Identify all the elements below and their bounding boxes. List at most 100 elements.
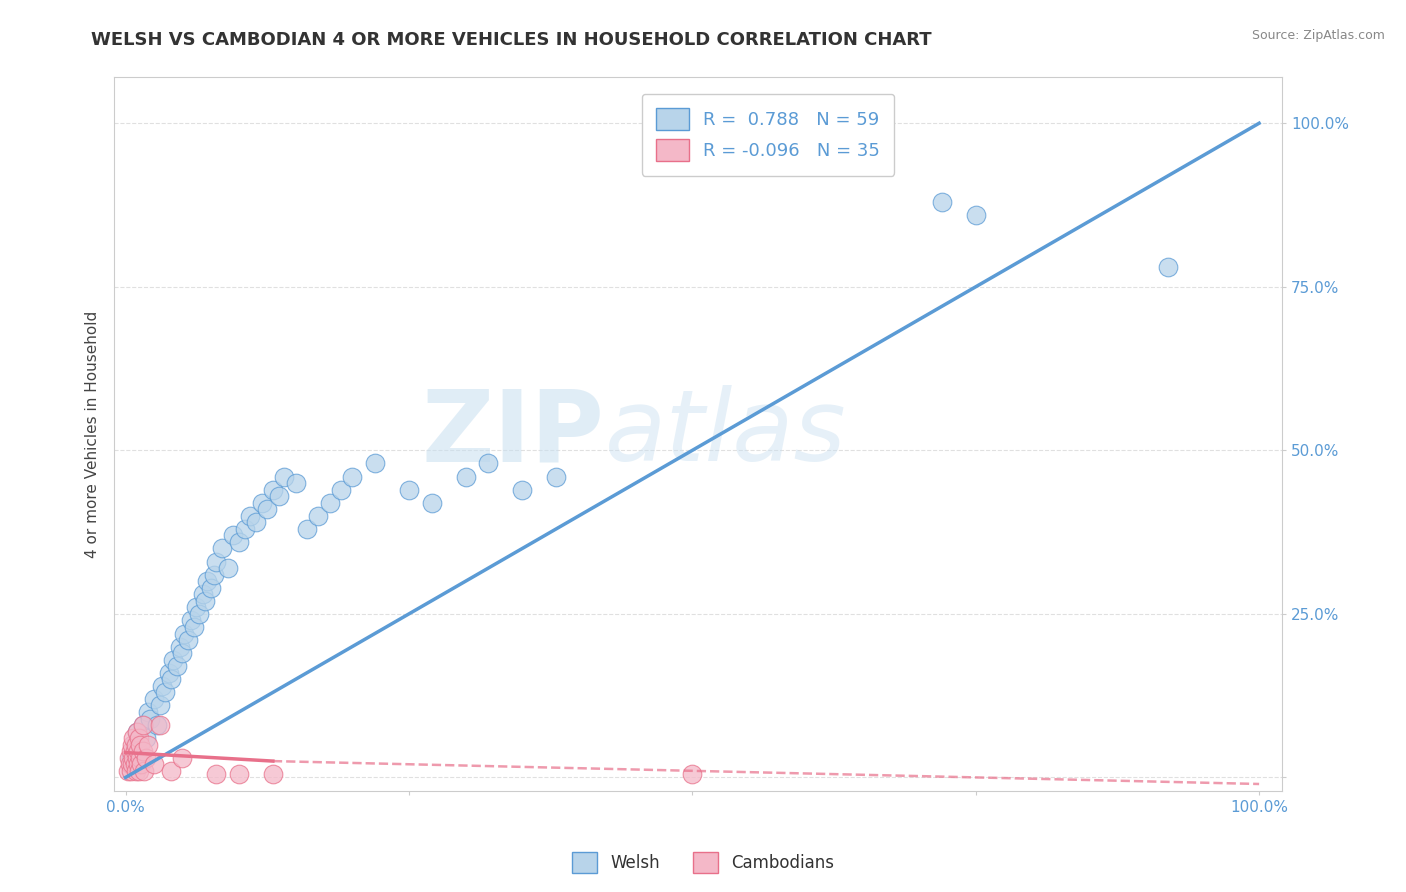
Point (135, 731, 157, 746)
Point (125, 751, 148, 765)
Point (122, 751, 145, 765)
Point (169, 640, 191, 654)
Point (262, 483, 284, 497)
Point (228, 767, 250, 781)
Point (120, 751, 142, 765)
Point (211, 541, 233, 556)
Point (200, 581, 222, 595)
Point (124, 744, 146, 758)
Point (153, 685, 176, 699)
Point (195, 574, 218, 589)
Point (131, 718, 153, 732)
Point (125, 738, 148, 752)
Point (120, 764, 142, 778)
Point (172, 751, 194, 765)
Point (188, 607, 211, 621)
Point (318, 496, 340, 510)
Point (157, 665, 180, 680)
Point (122, 731, 145, 746)
Point (284, 476, 307, 491)
Point (233, 522, 256, 536)
Point (160, 673, 183, 687)
Point (121, 738, 143, 752)
Point (364, 457, 387, 471)
Point (118, 751, 141, 765)
Point (191, 587, 214, 601)
Point (136, 738, 159, 752)
Point (184, 600, 207, 615)
Point (120, 744, 142, 758)
Point (510, 483, 533, 497)
Point (681, 767, 703, 781)
Point (177, 633, 200, 648)
Point (129, 751, 152, 765)
Point (931, 194, 953, 209)
Point (146, 718, 169, 732)
Point (131, 718, 153, 732)
Y-axis label: 4 or more Vehicles in Household: 4 or more Vehicles in Household (86, 310, 100, 558)
Point (180, 614, 202, 628)
Point (128, 731, 150, 746)
Point (262, 767, 284, 781)
Point (173, 626, 195, 640)
Point (183, 620, 205, 634)
Point (256, 502, 278, 516)
Text: atlas: atlas (605, 385, 846, 483)
Legend: Welsh, Cambodians: Welsh, Cambodians (565, 846, 841, 880)
Point (1157, 260, 1180, 275)
Point (142, 757, 165, 772)
Point (131, 744, 153, 758)
Point (139, 712, 162, 726)
Point (132, 764, 155, 778)
Point (127, 757, 149, 772)
Point (267, 489, 290, 503)
Point (136, 705, 159, 719)
Point (125, 764, 148, 778)
Point (454, 469, 477, 483)
Point (124, 738, 146, 752)
Point (295, 522, 318, 536)
Point (127, 744, 149, 758)
Point (124, 757, 146, 772)
Point (131, 757, 153, 772)
Point (125, 724, 148, 739)
Point (148, 718, 170, 732)
Point (965, 208, 987, 222)
Point (398, 483, 420, 497)
Point (205, 555, 228, 569)
Point (250, 496, 273, 510)
Point (546, 469, 568, 483)
Text: WELSH VS CAMBODIAN 4 OR MORE VEHICLES IN HOUSEHOLD CORRELATION CHART: WELSH VS CAMBODIAN 4 OR MORE VEHICLES IN… (91, 31, 932, 49)
Point (128, 764, 150, 778)
Point (166, 659, 188, 673)
Point (162, 653, 184, 667)
Point (222, 528, 245, 542)
Point (142, 692, 165, 706)
Point (202, 567, 225, 582)
Point (160, 764, 183, 778)
Point (125, 724, 148, 739)
Point (172, 646, 194, 660)
Point (329, 483, 352, 497)
Point (228, 535, 250, 549)
Point (217, 561, 239, 575)
Legend: R =  0.788   N = 59, R = -0.096   N = 35: R = 0.788 N = 59, R = -0.096 N = 35 (641, 94, 894, 176)
Point (121, 757, 143, 772)
Point (307, 508, 329, 523)
Point (205, 767, 228, 781)
Point (150, 679, 173, 693)
Point (148, 698, 170, 713)
Text: ZIP: ZIP (422, 385, 605, 483)
Point (194, 594, 217, 608)
Point (117, 764, 139, 778)
Point (120, 757, 142, 772)
Point (129, 738, 152, 752)
Point (135, 751, 157, 765)
Point (342, 469, 364, 483)
Point (239, 508, 262, 523)
Text: Source: ZipAtlas.com: Source: ZipAtlas.com (1251, 29, 1385, 42)
Point (420, 496, 443, 510)
Point (245, 516, 267, 530)
Point (128, 744, 150, 758)
Point (477, 457, 499, 471)
